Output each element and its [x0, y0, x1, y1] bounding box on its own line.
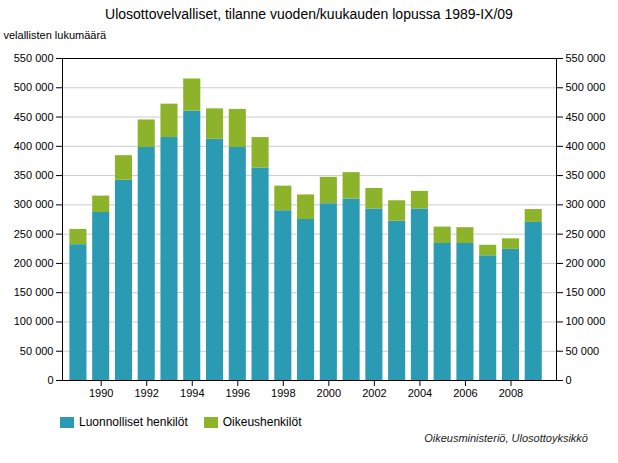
- svg-text:0: 0: [566, 374, 572, 386]
- svg-text:150 000: 150 000: [566, 286, 606, 298]
- svg-text:0: 0: [47, 374, 53, 386]
- svg-text:450 000: 450 000: [14, 111, 54, 123]
- svg-text:1990: 1990: [89, 387, 113, 399]
- svg-text:1996: 1996: [226, 387, 250, 399]
- svg-text:500 000: 500 000: [566, 81, 606, 93]
- svg-text:1992: 1992: [134, 387, 158, 399]
- html-text:Ulosottovelvalliset, tilanne v: Ulosottovelvalliset, tilanne vuoden/kuuk…: [105, 6, 513, 22]
- svg-text:350 000: 350 000: [14, 169, 54, 181]
- html-text:Luonnolliset henkilöt: Luonnolliset henkilöt: [79, 415, 188, 429]
- svg-text:250 000: 250 000: [14, 228, 54, 240]
- svg-text:100 000: 100 000: [566, 315, 606, 327]
- svg-text:350 000: 350 000: [566, 169, 606, 181]
- svg-text:400 000: 400 000: [566, 140, 606, 152]
- svg-text:1994: 1994: [180, 387, 204, 399]
- svg-text:velallisten lukumäärä: velallisten lukumäärä: [4, 29, 108, 41]
- svg-text:550 000: 550 000: [566, 52, 606, 64]
- svg-text:150 000: 150 000: [14, 286, 54, 298]
- svg-text:300 000: 300 000: [566, 198, 606, 210]
- svg-text:2006: 2006: [453, 387, 477, 399]
- svg-text:450 000: 450 000: [566, 111, 606, 123]
- svg-text:550 000: 550 000: [14, 52, 54, 64]
- svg-text:2008: 2008: [499, 387, 523, 399]
- svg-text:50 000: 50 000: [20, 345, 54, 357]
- svg-text:2002: 2002: [362, 387, 386, 399]
- html-text:Oikeushenkilöt: Oikeushenkilöt: [222, 415, 302, 429]
- svg-text:1998: 1998: [271, 387, 295, 399]
- svg-text:100 000: 100 000: [14, 315, 54, 327]
- html-text:Oikeusministeriö, Ulosottoyksi: Oikeusministeriö, Ulosottoyksikkö: [424, 432, 588, 444]
- svg-text:200 000: 200 000: [566, 257, 606, 269]
- svg-text:2000: 2000: [317, 387, 341, 399]
- svg-text:50 000: 50 000: [566, 345, 600, 357]
- svg-text:400 000: 400 000: [14, 140, 54, 152]
- svg-text:2004: 2004: [408, 387, 432, 399]
- svg-text:500 000: 500 000: [14, 81, 54, 93]
- svg-text:250 000: 250 000: [566, 228, 606, 240]
- svg-text:300 000: 300 000: [14, 198, 54, 210]
- svg-text:200 000: 200 000: [14, 257, 54, 269]
